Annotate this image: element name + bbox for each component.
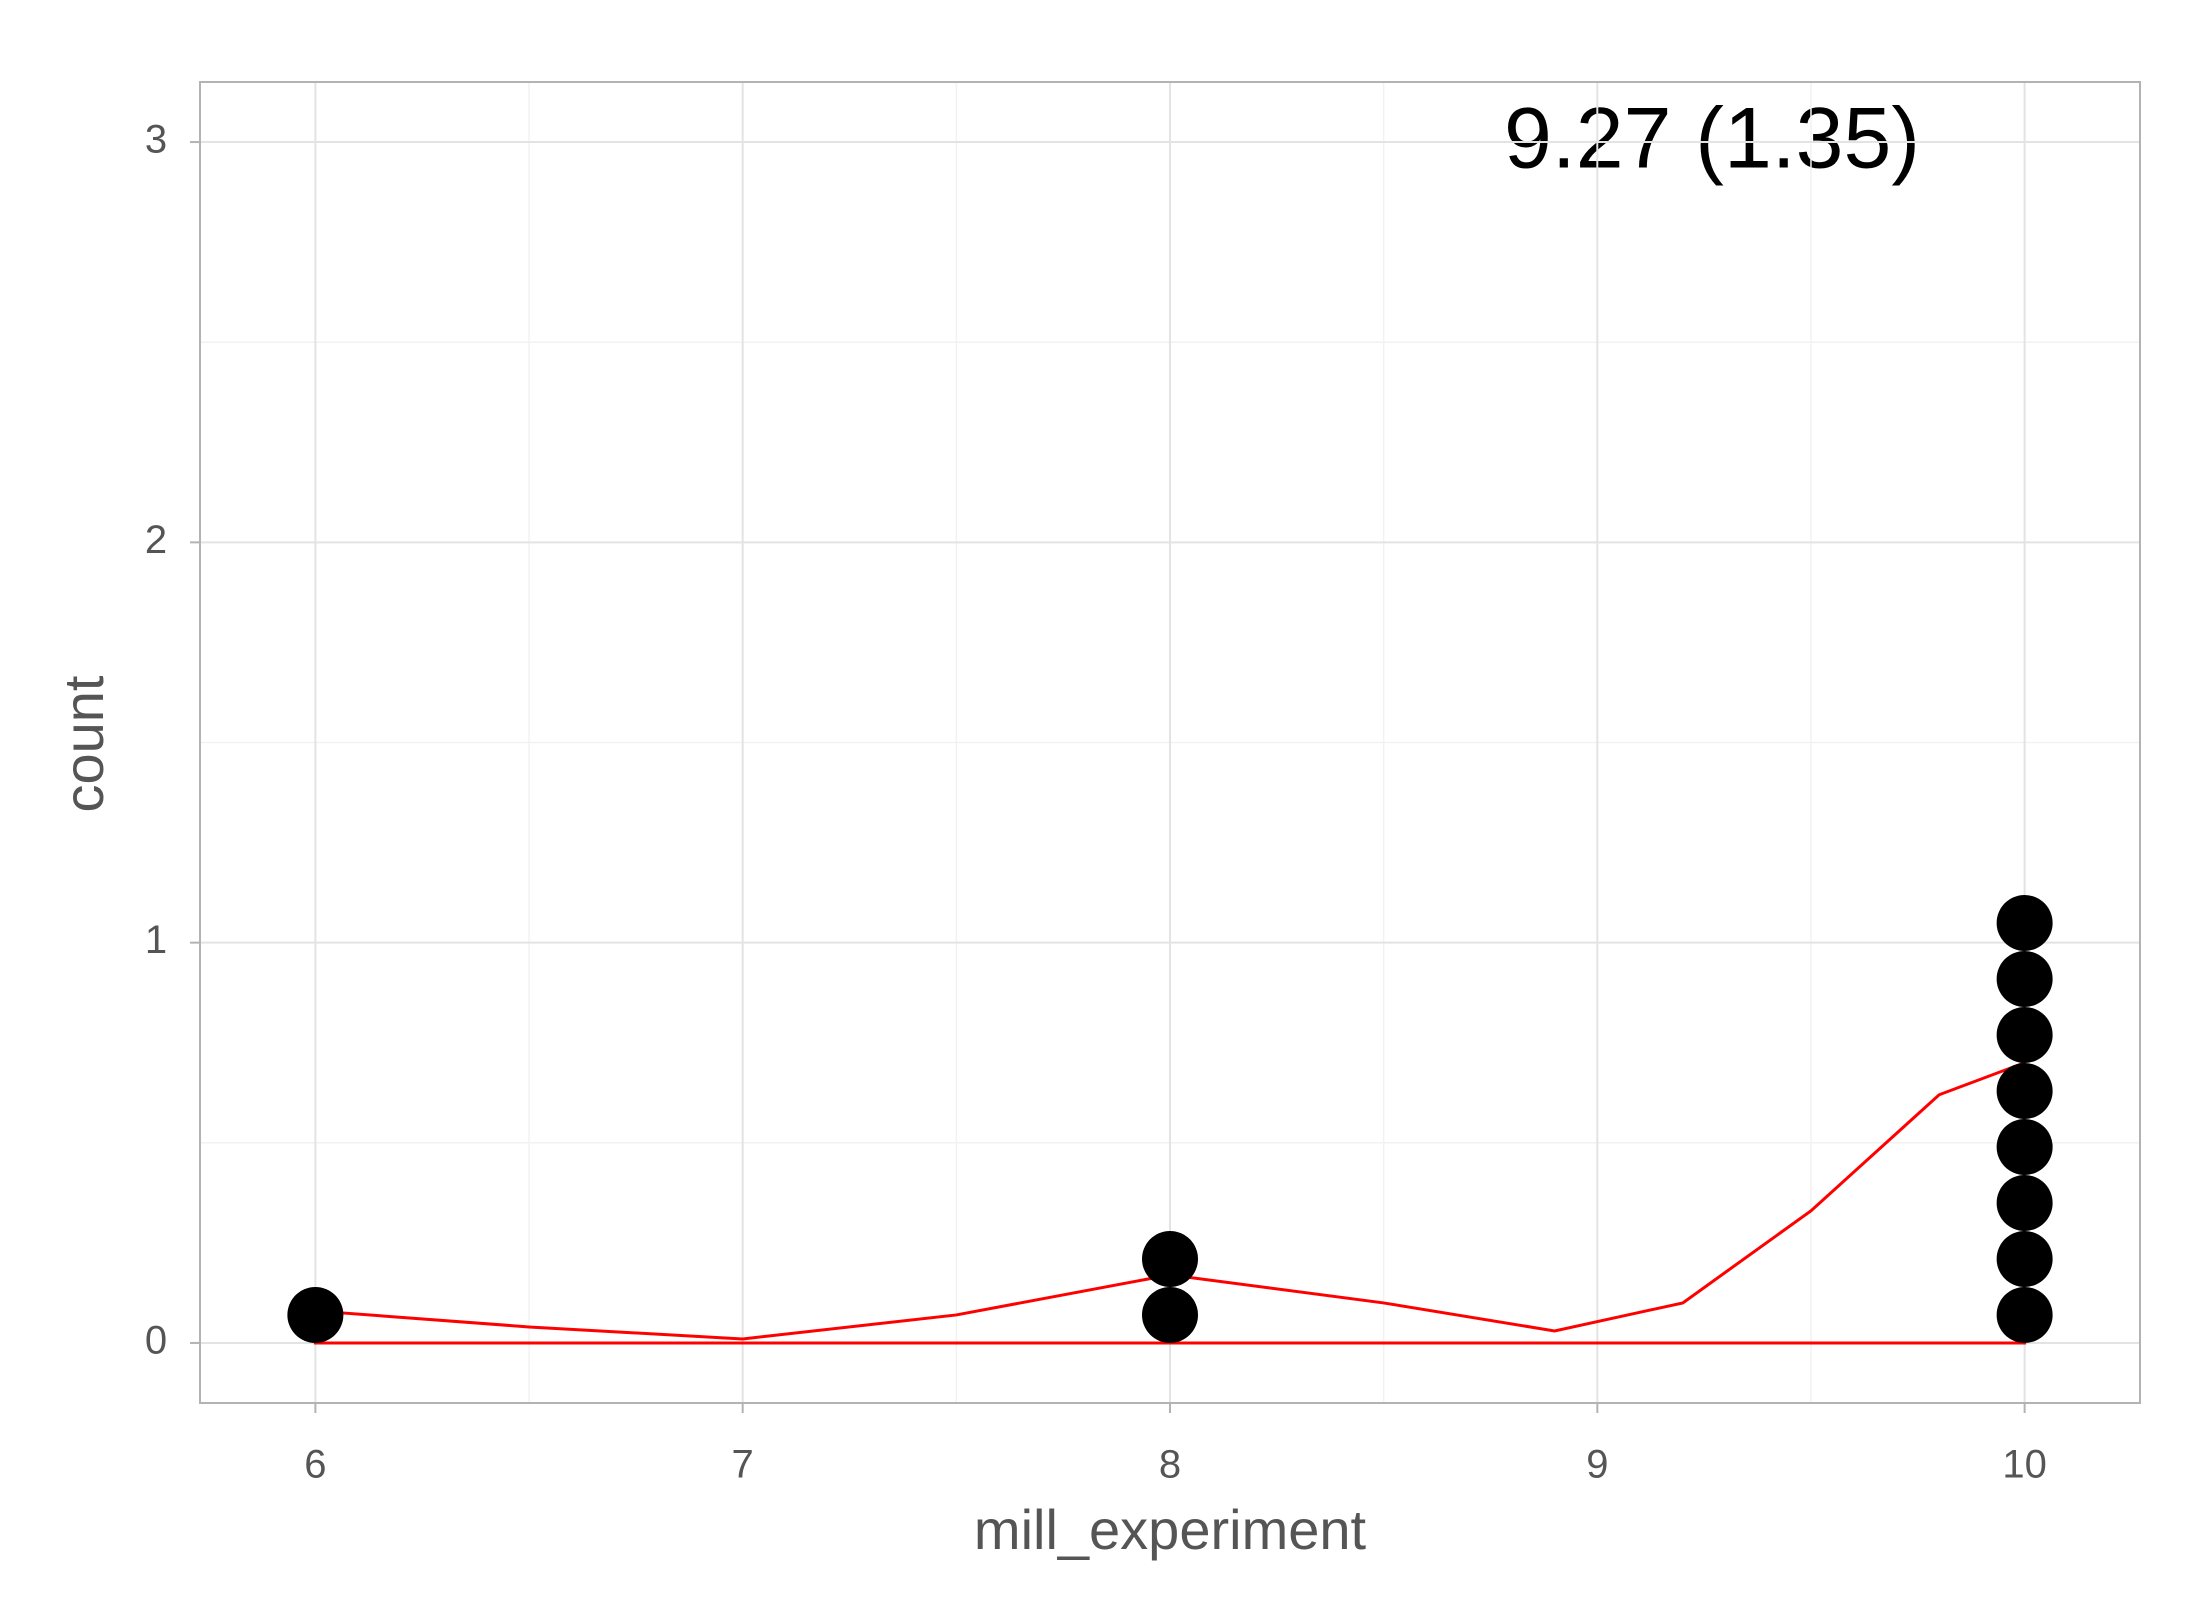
dot [1996,950,2053,1007]
y-axis-title: count [52,675,115,812]
dot [1996,1062,2053,1119]
x-tick-label: 8 [1159,1443,1181,1487]
dot [1996,894,2053,951]
x-tick-label: 9 [1586,1443,1608,1487]
panel-border [199,81,2141,1404]
x-tick-label: 10 [2002,1443,2047,1487]
dot [1996,1286,2053,1343]
dot [1142,1230,1198,1287]
annotation: 9.27 (1.35) [1504,91,1920,187]
x-tick-label: 7 [732,1443,754,1487]
y-tick-label: 1 [145,918,167,962]
x-axis-title: mill_experiment [974,1498,1367,1561]
x-tick-label: 6 [304,1443,326,1487]
dot [1996,1174,2053,1231]
dot [1996,1230,2053,1287]
y-tick-label: 3 [145,118,167,162]
y-tick-label: 2 [145,518,167,562]
dot [1996,1118,2053,1175]
dot [1142,1286,1198,1343]
y-tick-label: 0 [145,1319,167,1363]
dot [1996,1006,2053,1063]
dot [287,1286,344,1343]
